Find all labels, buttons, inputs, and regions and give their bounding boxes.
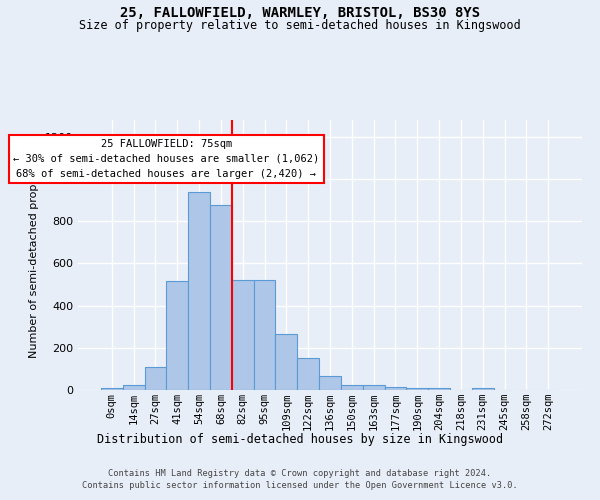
- Bar: [188, 192, 210, 390]
- Bar: [101, 388, 123, 390]
- Bar: [275, 334, 297, 390]
- Y-axis label: Number of semi-detached properties: Number of semi-detached properties: [29, 152, 40, 358]
- Text: Distribution of semi-detached houses by size in Kingswood: Distribution of semi-detached houses by …: [97, 432, 503, 446]
- Bar: [363, 384, 385, 390]
- Bar: [406, 388, 428, 390]
- Text: 25 FALLOWFIELD: 75sqm
← 30% of semi-detached houses are smaller (1,062)
68% of s: 25 FALLOWFIELD: 75sqm ← 30% of semi-deta…: [13, 139, 319, 178]
- Bar: [145, 367, 166, 390]
- Bar: [166, 282, 188, 390]
- Bar: [385, 387, 406, 390]
- Text: 25, FALLOWFIELD, WARMLEY, BRISTOL, BS30 8YS: 25, FALLOWFIELD, WARMLEY, BRISTOL, BS30 …: [120, 6, 480, 20]
- Bar: [297, 358, 319, 390]
- Bar: [428, 388, 450, 390]
- Bar: [319, 376, 341, 390]
- Bar: [232, 280, 254, 390]
- Bar: [123, 384, 145, 390]
- Text: Contains HM Land Registry data © Crown copyright and database right 2024.: Contains HM Land Registry data © Crown c…: [109, 469, 491, 478]
- Text: Contains public sector information licensed under the Open Government Licence v3: Contains public sector information licen…: [82, 481, 518, 490]
- Bar: [210, 206, 232, 390]
- Bar: [254, 280, 275, 390]
- Bar: [472, 388, 494, 390]
- Bar: [341, 384, 363, 390]
- Text: Size of property relative to semi-detached houses in Kingswood: Size of property relative to semi-detach…: [79, 19, 521, 32]
